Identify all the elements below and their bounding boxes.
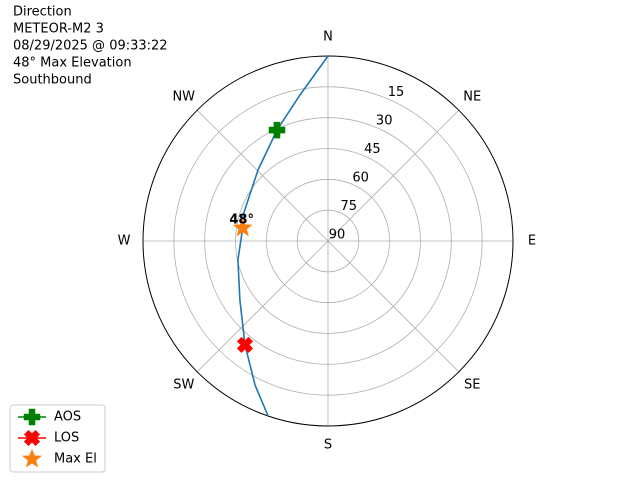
theta-tick-label: S — [324, 438, 332, 453]
r-grid-circle — [173, 86, 483, 396]
title-line: Direction — [13, 5, 72, 20]
r-grid-circle — [296, 209, 360, 273]
theta-tick-label: W — [118, 234, 131, 249]
theta-tick-label: SE — [464, 378, 480, 393]
r-tick-label: 60 — [352, 171, 369, 186]
title-line: 48° Max Elevation — [13, 56, 132, 71]
r-tick-label: 75 — [341, 199, 358, 214]
marker-star — [232, 217, 253, 237]
legend-label: Max El — [54, 452, 97, 467]
title-line: METEOR-M2 3 — [13, 22, 104, 37]
r-grid-circle — [265, 178, 391, 304]
theta-tick-label: N — [323, 30, 333, 45]
title-line: Southbound — [13, 73, 92, 88]
theta-tick-label: NE — [463, 89, 481, 104]
r-tick-label: 90 — [329, 228, 346, 243]
r-tick-label: 30 — [376, 114, 393, 129]
r-grid-circle — [204, 117, 452, 365]
annotation: 48° — [229, 212, 254, 227]
legend-marker — [22, 448, 42, 468]
pass-track — [237, 55, 329, 417]
r-tick-label: 15 — [388, 85, 405, 100]
legend-marker — [23, 408, 41, 426]
r-grid-circle — [235, 148, 421, 334]
legend-label: LOS — [54, 431, 79, 446]
legend-label: AOS — [54, 410, 81, 425]
theta-tick-label: SW — [173, 378, 194, 393]
marker-plus — [268, 121, 286, 139]
title-line: 08/29/2025 @ 09:33:22 — [13, 39, 168, 54]
theta-tick-label: NW — [172, 89, 195, 104]
r-tick-label: 45 — [364, 142, 381, 157]
legend-marker — [23, 429, 41, 447]
theta-tick-label: E — [528, 234, 536, 249]
marker-x — [236, 336, 254, 354]
